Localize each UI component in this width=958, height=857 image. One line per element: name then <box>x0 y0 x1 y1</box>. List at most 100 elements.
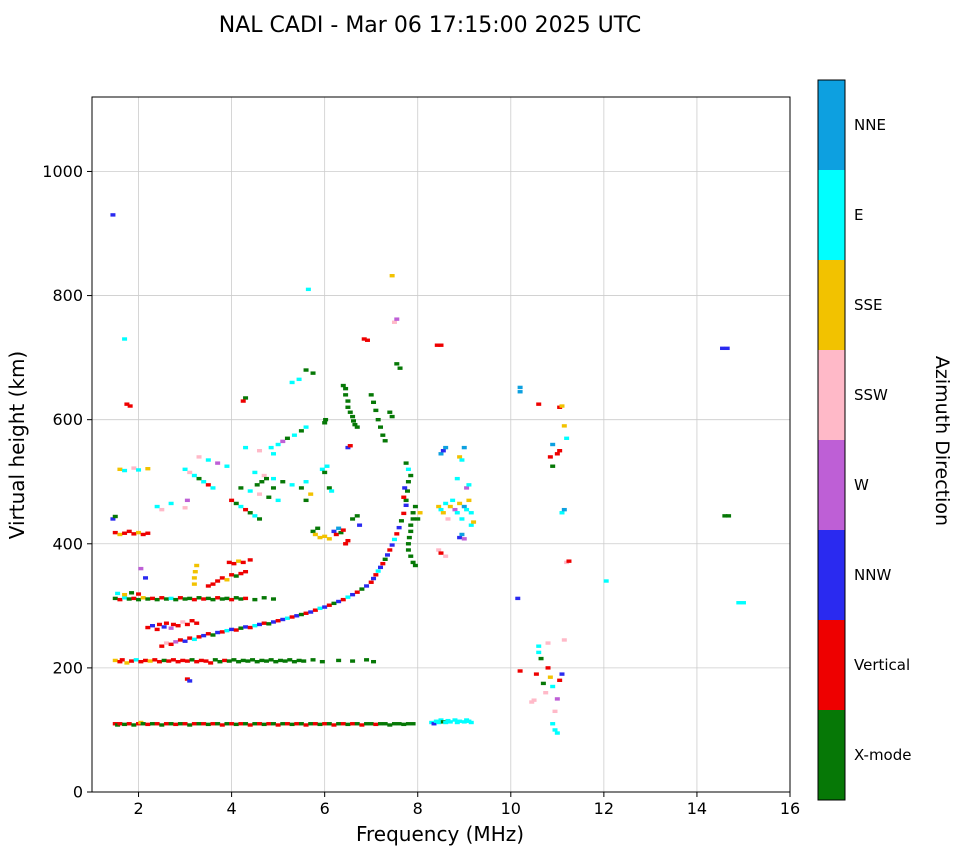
data-point <box>124 661 130 665</box>
data-point <box>112 530 118 535</box>
data-point <box>457 719 463 723</box>
data-point <box>196 476 202 481</box>
data-point <box>333 532 339 537</box>
data-point <box>284 722 290 726</box>
data-point <box>357 523 363 527</box>
data-point <box>229 722 235 726</box>
data-point <box>275 442 281 447</box>
data-point <box>452 718 458 722</box>
data-point <box>247 625 253 630</box>
data-point <box>122 596 128 600</box>
data-point <box>110 517 116 521</box>
colorbar-tick-label: SSE <box>854 296 883 314</box>
data-point <box>398 519 404 523</box>
data-point <box>133 658 139 662</box>
data-point <box>440 511 446 515</box>
data-point <box>461 445 467 450</box>
data-point <box>180 658 186 663</box>
data-point <box>270 620 276 624</box>
data-point <box>347 444 353 448</box>
data-point <box>194 659 200 664</box>
data-point <box>408 523 414 527</box>
data-point <box>364 658 370 662</box>
data-point <box>252 722 258 726</box>
data-point <box>145 625 151 630</box>
data-point <box>457 535 463 540</box>
data-point <box>210 582 216 586</box>
data-point <box>468 720 474 725</box>
data-point <box>329 489 335 493</box>
data-point <box>564 436 570 440</box>
data-point <box>243 445 249 450</box>
data-point <box>408 529 414 534</box>
data-point <box>361 337 367 341</box>
data-point <box>345 538 351 543</box>
data-point <box>378 425 384 429</box>
data-point <box>351 419 357 423</box>
data-point <box>250 658 256 662</box>
data-point <box>233 722 239 727</box>
data-point <box>252 470 258 475</box>
colorbar-tick-label: X-mode <box>854 746 911 764</box>
data-point <box>382 722 388 726</box>
data-point <box>326 486 332 490</box>
data-point <box>559 511 565 515</box>
data-point <box>257 622 263 627</box>
data-point <box>354 590 360 594</box>
data-point <box>345 595 351 599</box>
data-point <box>257 449 263 453</box>
data-point <box>322 534 328 539</box>
data-point <box>224 722 230 726</box>
data-point <box>273 659 279 664</box>
data-point <box>373 408 379 413</box>
scatter-points-layer <box>110 213 746 735</box>
data-point <box>177 722 183 726</box>
data-point <box>726 514 732 518</box>
data-point <box>438 507 444 512</box>
data-point <box>184 677 190 681</box>
colorbar: NNE E SSE SSW W NNW Vertical X-mode <box>817 79 911 801</box>
data-point <box>410 511 416 515</box>
data-point <box>117 467 123 472</box>
colorbar-segment-vertical <box>818 620 845 710</box>
data-point <box>368 393 374 397</box>
data-point <box>247 489 253 493</box>
data-point <box>238 626 244 630</box>
data-point <box>182 506 188 510</box>
data-point <box>191 576 197 580</box>
data-point <box>550 722 556 726</box>
data-point <box>201 722 207 726</box>
data-point <box>224 464 230 468</box>
colorbar-segment-sse <box>818 260 845 350</box>
data-point <box>236 659 242 664</box>
data-point <box>291 433 297 437</box>
data-point <box>184 498 190 503</box>
data-point <box>219 630 225 634</box>
data-point <box>380 561 386 566</box>
data-point <box>436 720 442 725</box>
data-point <box>323 417 329 422</box>
data-point <box>215 630 221 635</box>
data-point <box>212 658 218 662</box>
data-point <box>175 623 181 628</box>
data-point <box>243 396 249 400</box>
data-point <box>252 514 258 518</box>
data-point <box>436 548 442 552</box>
data-point <box>289 615 295 619</box>
data-point <box>396 525 402 530</box>
x-tick-label: 6 <box>320 799 330 818</box>
data-point <box>547 455 553 459</box>
data-point <box>240 399 246 403</box>
data-point <box>331 529 337 534</box>
axes-layer: 2 4 6 8 10 12 14 16 0 200 400 600 800 1000 <box>42 96 800 818</box>
data-point <box>168 596 174 601</box>
data-point <box>724 346 730 351</box>
data-point <box>126 597 132 601</box>
data-point <box>198 658 204 663</box>
data-point <box>236 559 242 563</box>
data-point <box>384 553 390 557</box>
data-point <box>182 597 188 601</box>
data-point <box>452 507 458 512</box>
data-point <box>152 658 158 662</box>
data-point <box>345 405 351 409</box>
